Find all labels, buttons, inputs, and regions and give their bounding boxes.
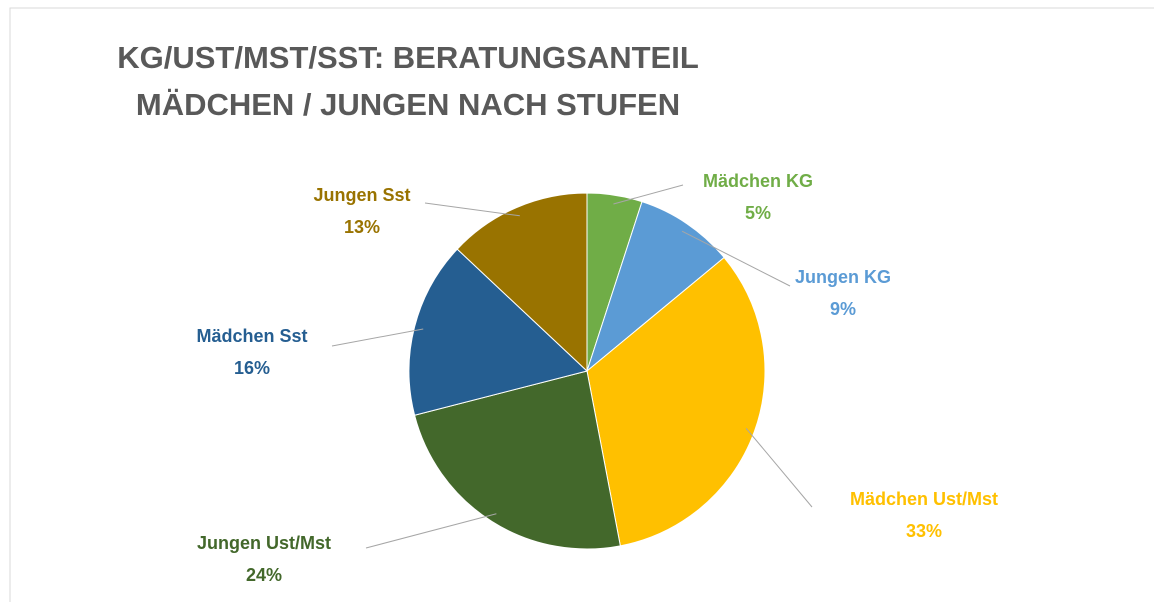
slice-label: Mädchen Ust/Mst xyxy=(850,489,998,509)
pie-slice xyxy=(456,192,588,373)
slice-value-label: 24% xyxy=(246,565,282,585)
slice-value-label: 9% xyxy=(830,299,856,319)
leader-line xyxy=(613,184,684,205)
slice-label: Mädchen KG xyxy=(703,171,813,191)
chart-title: KG/UST/MST/SST: BERATUNGSANTEIL xyxy=(117,40,699,75)
leader-line xyxy=(681,230,791,287)
slice-label: Jungen Sst xyxy=(313,185,410,205)
chart-title: MÄDCHEN / JUNGEN NACH STUFEN xyxy=(136,87,680,122)
leader-line xyxy=(424,202,520,217)
slice-label: Jungen Ust/Mst xyxy=(197,533,331,553)
leader-line xyxy=(331,328,424,347)
pie-slice xyxy=(413,370,621,550)
slice-value-label: 5% xyxy=(745,203,771,223)
leader-line xyxy=(745,427,813,508)
slice-label: Mädchen Sst xyxy=(196,326,307,346)
pie-slice xyxy=(408,248,589,416)
chart-frame xyxy=(9,7,1154,602)
leader-line xyxy=(365,513,497,549)
slice-label: Jungen KG xyxy=(795,267,891,287)
pie-slice xyxy=(586,256,766,547)
pie-slice xyxy=(585,201,725,373)
slice-value-label: 33% xyxy=(906,521,942,541)
slice-value-label: 13% xyxy=(344,217,380,237)
slice-value-label: 16% xyxy=(234,358,270,378)
